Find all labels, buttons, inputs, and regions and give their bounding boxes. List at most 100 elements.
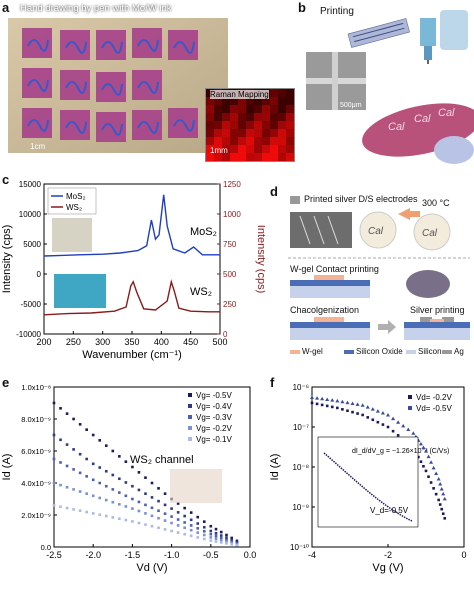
data-point — [137, 500, 141, 504]
x-axis-label: Vg (V) — [372, 562, 403, 574]
x-tick-label: 250 — [66, 337, 81, 347]
raman-pixel — [270, 137, 278, 145]
ink-drawing — [137, 121, 159, 134]
data-point — [124, 494, 128, 498]
data-point — [214, 527, 218, 531]
data-point — [202, 520, 206, 523]
data-point — [65, 443, 69, 446]
y-tick-label: 0.0 — [41, 543, 51, 552]
data-point — [225, 533, 228, 537]
plot-frame — [53, 386, 251, 548]
data-point — [183, 532, 186, 536]
x-tick-label: 0.0 — [244, 550, 257, 560]
data-point — [315, 396, 320, 400]
y2-axis-label: Intensity (cps) — [255, 225, 265, 293]
data-point — [375, 409, 380, 413]
channel-annotation: WS₂ channel — [130, 454, 194, 466]
legend-swatch — [408, 395, 412, 399]
raman-pixel — [230, 153, 238, 161]
sem-scale: 500μm — [340, 102, 362, 109]
data-point — [72, 468, 75, 471]
raman-pixel — [246, 113, 254, 121]
raman-pixel — [206, 97, 214, 105]
legend-oxide: Silicon Oxide — [356, 347, 403, 356]
data-point — [176, 531, 180, 534]
data-point — [137, 488, 141, 492]
data-point — [214, 540, 218, 543]
y-tick-label: 10⁻⁹ — [292, 503, 309, 512]
data-point — [124, 460, 128, 463]
raman-pixel — [254, 113, 262, 121]
data-point — [85, 492, 88, 495]
x-axis-label: Wavenumber (cm⁻¹) — [82, 349, 182, 361]
x-tick-label: -4 — [308, 550, 316, 560]
ink-drawing — [101, 83, 123, 96]
data-point — [176, 502, 180, 505]
data-point — [183, 521, 186, 524]
raman-pixel — [206, 121, 214, 129]
data-point — [189, 518, 193, 522]
data-point — [85, 510, 88, 514]
data-point — [336, 406, 339, 410]
legend-label: MoS₂ — [66, 192, 86, 201]
data-point — [209, 532, 213, 536]
data-point — [230, 541, 234, 545]
data-point — [196, 531, 200, 534]
data-point — [406, 427, 411, 432]
raman-pixel — [238, 121, 246, 129]
series-label-mos2: MoS₂ — [190, 226, 217, 238]
raman-pixel — [270, 145, 278, 153]
data-point — [438, 481, 443, 486]
raman-spectrum-chart: 200 250 300 350 400 450 500-10000-500005000100… — [1, 180, 267, 361]
legend-swatch — [188, 426, 192, 430]
data-point — [98, 439, 102, 442]
panel-f: f -4 -2 0 10⁻¹⁰ 10⁻⁹ 10⁻⁸ 10⁻⁷ 10⁻⁶ Vg (V) Id (A)… — [269, 375, 474, 587]
raman-pixel — [206, 153, 214, 161]
data-point — [144, 503, 147, 507]
raman-pixel — [222, 145, 230, 153]
data-point — [350, 401, 355, 405]
data-point — [104, 484, 108, 488]
data-point — [442, 496, 447, 501]
legend-label: Vd= -0.2V — [416, 393, 452, 402]
data-point — [356, 412, 359, 415]
raman-pixel — [286, 105, 294, 113]
data-point — [209, 524, 213, 528]
data-point — [111, 449, 115, 453]
data-point — [163, 512, 167, 515]
data-point — [150, 481, 154, 485]
raman-pixel — [286, 145, 294, 153]
data-point — [225, 538, 228, 542]
panel-d: d Cal Cal Printed silver D/S electrodes … — [270, 172, 474, 370]
raman-pixel — [214, 105, 222, 113]
ink-drawing — [137, 39, 159, 52]
raman-pixel — [278, 153, 286, 161]
data-point — [310, 401, 314, 405]
raman-pixel — [270, 113, 278, 121]
data-point — [214, 531, 218, 535]
data-point — [230, 538, 234, 542]
ink-drawing — [137, 81, 159, 94]
inset-vd: V_d=-0.5V — [370, 506, 409, 515]
raman-pixel — [286, 121, 294, 129]
raman-pixel — [270, 153, 278, 161]
y2-tick-label: 1000 — [223, 210, 241, 219]
raman-pixel — [278, 89, 286, 97]
data-point — [85, 428, 88, 431]
data-point — [137, 509, 141, 513]
ink-drawing — [65, 41, 87, 54]
legend-swatch — [188, 393, 192, 397]
data-point — [325, 404, 329, 408]
data-point — [170, 529, 173, 533]
step-chalco: Chacolgenization — [290, 305, 360, 315]
data-point — [225, 540, 228, 543]
data-point — [131, 497, 134, 501]
data-point — [170, 515, 173, 518]
data-point — [219, 530, 223, 534]
data-point — [157, 509, 160, 513]
data-point — [176, 511, 180, 514]
data-point — [118, 491, 121, 494]
x-tick-label: -2.0 — [85, 550, 101, 560]
raman-pixel — [262, 113, 270, 121]
raman-pixel — [230, 105, 238, 113]
